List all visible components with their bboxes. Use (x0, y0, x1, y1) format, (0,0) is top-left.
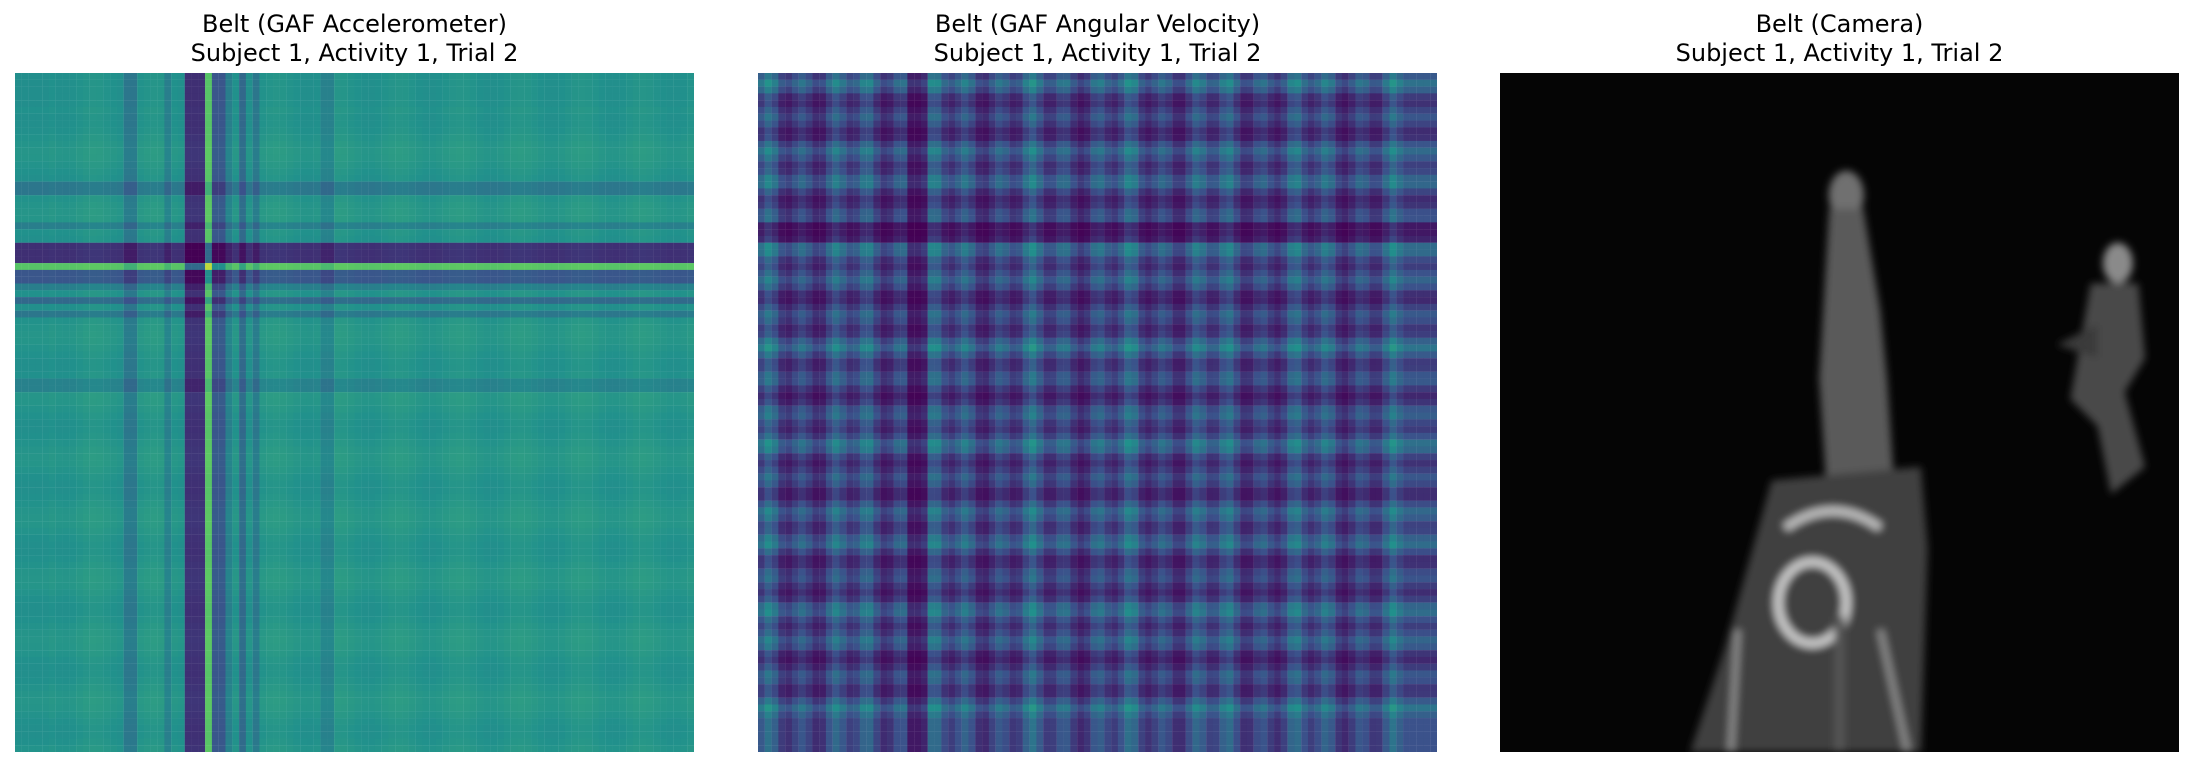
chart-subtitle: Subject 1, Activity 1, Trial 2 (15, 39, 694, 68)
chart-title: Belt (Camera) (1500, 10, 2179, 39)
camera-image (1500, 73, 2179, 752)
camera-svg (1500, 73, 2179, 752)
chart-title: Belt (GAF Angular Velocity) (758, 10, 1437, 39)
chart-subtitle: Subject 1, Activity 1, Trial 2 (758, 39, 1437, 68)
panel-title: Belt (Camera) Subject 1, Activity 1, Tri… (1500, 10, 2179, 68)
panel-title: Belt (GAF Accelerometer) Subject 1, Acti… (15, 10, 694, 68)
panel-gaf-angular-velocity: Belt (GAF Angular Velocity) Subject 1, A… (758, 0, 1437, 767)
heatmap-plot-angular-velocity (758, 73, 1437, 752)
panel-gaf-accelerometer: Belt (GAF Accelerometer) Subject 1, Acti… (15, 0, 694, 767)
heatmap-svg (15, 73, 694, 752)
heatmap-plot-accelerometer (15, 73, 694, 752)
chart-title: Belt (GAF Accelerometer) (15, 10, 694, 39)
panel-title: Belt (GAF Angular Velocity) Subject 1, A… (758, 10, 1437, 68)
panel-camera: Belt (Camera) Subject 1, Activity 1, Tri… (1500, 0, 2179, 767)
heatmap-svg (758, 73, 1437, 752)
chart-subtitle: Subject 1, Activity 1, Trial 2 (1500, 39, 2179, 68)
